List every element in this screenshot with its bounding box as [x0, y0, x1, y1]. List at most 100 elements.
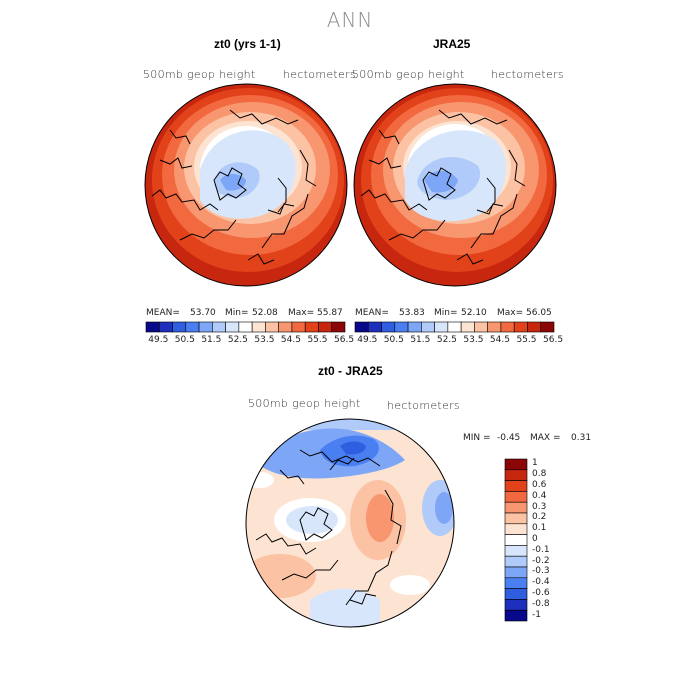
panel-1-colorbar-swatch: [318, 321, 333, 333]
panel-3-colorbar-tick-label: -1: [532, 609, 541, 620]
panel-1-colorbar-swatch: [225, 321, 240, 333]
panel-1-colorbar: [145, 321, 346, 333]
panel-3-field-label: 500mb geop height: [248, 397, 361, 410]
panel-1-colorbar-swatch: [172, 321, 187, 333]
panel-2-map: [354, 84, 556, 286]
panel-2-map-border: [353, 83, 557, 287]
panel-1-colorbar-swatch: [212, 321, 226, 333]
panel-2-colorbar-tick-label: 54.5: [489, 335, 510, 345]
panel-1-mean: 53.70: [190, 308, 216, 318]
panel-1-colorbar-swatch: [238, 321, 253, 333]
panel-2-max-label: Max=: [497, 308, 524, 318]
panel-3-colorbar-tick-label: -0.3: [532, 566, 550, 577]
panel-3-colorbar-tick-label: -0.6: [532, 588, 550, 598]
panel-2-colorbar-tick-label: 53.5: [463, 335, 484, 345]
panel-2-colorbar-swatch: [460, 321, 475, 333]
panel-3-colorbar-tick-label: 1: [532, 458, 538, 469]
panel-3-colorbar-swatch: [504, 534, 528, 546]
panel-1-map-border: [144, 83, 348, 287]
panel-1-colorbar-swatch: [265, 321, 279, 333]
panel-2-max: 56.05: [526, 308, 552, 318]
figure-title: ANN: [326, 8, 374, 32]
panel-2-colorbar-swatch: [540, 321, 555, 333]
panel-1-colorbar-tick-label: 52.5: [227, 335, 248, 345]
panel-1-map: [145, 84, 347, 286]
panel-2-colorbar-swatch: [354, 321, 369, 333]
panel-1-mean-label: MEAN=: [146, 308, 180, 318]
panel-2-colorbar: [354, 321, 555, 333]
panel-2-colorbar-tick-label: 49.5: [357, 335, 378, 345]
panel-2-coastlines: [360, 109, 526, 265]
panel-3-title: zt0 - JRA25: [318, 364, 383, 378]
panel-1-field-label: 500mb geop height: [143, 68, 256, 81]
panel-2-field-label: 500mb geop height: [352, 68, 465, 81]
panel-1-colorbar-tick-label: 51.5: [201, 335, 222, 345]
panel-3-colorbar-swatch: [504, 609, 528, 622]
panel-2-units: hectometers: [491, 68, 564, 81]
panel-3-min: -0.45: [497, 433, 521, 443]
panel-2-colorbar-tick-label: 52.5: [436, 335, 457, 345]
panel-2-title: JRA25: [433, 37, 471, 51]
panel-1-min: 52.08: [252, 308, 278, 318]
panel-1-colorbar-tick-label: 53.5: [254, 335, 275, 345]
panel-3-colorbar-swatch: [504, 545, 528, 557]
panel-2-colorbar-swatch: [527, 321, 542, 333]
panel-2-min-label: Min=: [434, 308, 458, 318]
panel-2-colorbar-tick-label: 50.5: [383, 335, 404, 345]
panel-2-mean-label: MEAN=: [355, 308, 389, 318]
panel-3-colorbar-tick-label: 0.1: [532, 523, 547, 534]
panel-2-colorbar-swatch: [500, 321, 515, 333]
panel-3-colorbar-tick-label: -0.2: [532, 555, 550, 566]
panel-2-colorbar-tick-label: 55.5: [516, 335, 537, 345]
panel-2-colorbar-swatch: [447, 321, 462, 333]
panel-2-colorbar-swatch: [381, 321, 396, 333]
panel-2-colorbar-swatch: [474, 321, 488, 333]
panel-3-colorbar-tick-label: -0.1: [532, 544, 550, 555]
panel-3-colorbar-swatch: [504, 512, 528, 525]
panel-3-colorbar-tick-label: 0.2: [532, 512, 547, 523]
panel-1-max: 55.87: [317, 308, 343, 318]
panel-3-colorbar-tick-label: 0.8: [532, 469, 547, 480]
panel-1-colorbar-swatch: [198, 321, 213, 333]
panel-3-min-label: MIN =: [463, 433, 491, 443]
panel-3-colorbar-tick-label: 0.6: [532, 480, 547, 490]
panel-1-colorbar-swatch: [331, 321, 346, 333]
panel-3-colorbar-swatch: [504, 491, 528, 503]
panel-2-min: 52.10: [461, 308, 487, 318]
panel-3-colorbar-tick-label: 0: [532, 534, 538, 544]
panel-1-colorbar-swatch: [304, 321, 319, 333]
panel-1-colorbar-swatch: [158, 321, 173, 333]
panel-1-colorbar-tick-label: 55.5: [307, 335, 328, 345]
panel-3-colorbar-tick-label: 0.3: [532, 501, 547, 512]
panel-3-units: hectometers: [387, 399, 460, 412]
panel-2-colorbar-tick-label: 56.5: [543, 335, 564, 345]
panel-1-units: hectometers: [283, 68, 356, 81]
panel-2-colorbar-swatch: [434, 321, 449, 333]
panel-2-colorbar-swatch: [513, 321, 528, 333]
panel-3-max-label: MAX =: [530, 433, 561, 443]
panel-1-colorbar-tick-label: 56.5: [334, 335, 355, 345]
panel-3-colorbar-swatch: [504, 577, 528, 589]
panel-3-colorbar-swatch: [504, 458, 528, 471]
panel-2-colorbar-swatch: [394, 321, 409, 333]
panel-1-colorbar-tick-label: 49.5: [148, 335, 169, 345]
panel-3-colorbar-swatch: [504, 588, 528, 600]
panel-1-colorbar-tick-label: 50.5: [174, 335, 195, 345]
panel-2-colorbar-swatch: [367, 321, 382, 333]
panel-2-colorbar-swatch: [407, 321, 422, 333]
panel-1-coastlines: [151, 109, 317, 265]
panel-3-colorbar-swatch: [504, 555, 528, 568]
panel-1-max-label: Max=: [288, 308, 315, 318]
panel-1-colorbar-swatch: [291, 321, 306, 333]
panel-2-colorbar-tick-label: 51.5: [410, 335, 431, 345]
panel-1-colorbar-swatch: [145, 321, 160, 333]
panel-2-colorbar-swatch: [487, 321, 502, 333]
panel-1-colorbar-tick-label: 54.5: [280, 335, 301, 345]
panel-3-colorbar-swatch: [504, 566, 528, 579]
panel-2-colorbar-swatch: [421, 321, 435, 333]
panel-1-min-label: Min=: [225, 308, 249, 318]
panel-1-colorbar-swatch: [251, 321, 266, 333]
panel-3-colorbar-tick-label: -0.4: [532, 577, 550, 588]
panel-1-title: zt0 (yrs 1-1): [214, 37, 281, 51]
panel-3-map-border: [245, 418, 455, 628]
